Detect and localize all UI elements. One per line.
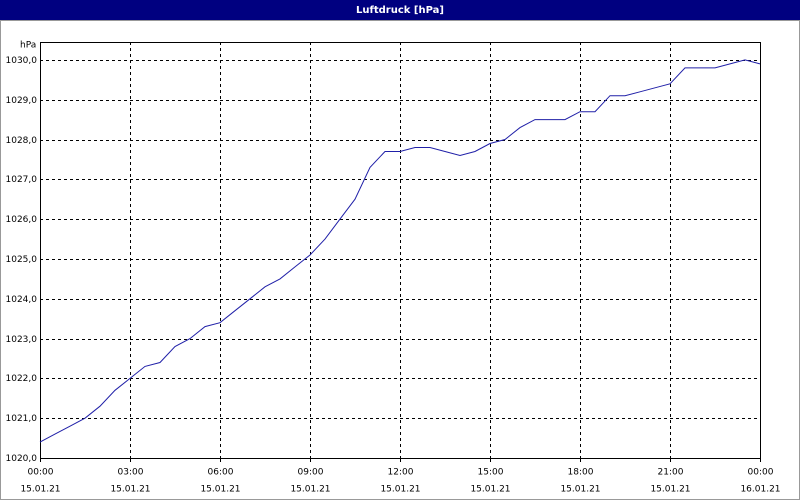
- y-axis-label: hPa: [20, 41, 36, 51]
- x-tick-date: 15.01.21: [200, 485, 240, 495]
- y-tick-label: 1021,0: [6, 414, 38, 424]
- y-tick-label: 1028,0: [6, 136, 38, 146]
- title-bar: [0, 0, 800, 20]
- y-tick-label: 1027,0: [6, 175, 38, 185]
- y-tick-label: 1023,0: [6, 335, 38, 345]
- x-tick-label: 18:00: [568, 468, 594, 478]
- x-tick-date: 15.01.21: [20, 485, 60, 495]
- y-tick-label: 1030,0: [6, 56, 38, 66]
- data-line: [39, 59, 761, 443]
- x-tick-date: 15.01.21: [290, 485, 330, 495]
- x-tick-date: 15.01.21: [650, 485, 690, 495]
- y-tick-label: 1026,0: [6, 215, 38, 225]
- y-tick-label: 1029,0: [6, 96, 38, 106]
- x-tick-label: 00:00: [748, 468, 774, 478]
- x-tick-label: 09:00: [298, 468, 324, 478]
- x-tick-date: 15.01.21: [380, 485, 420, 495]
- x-tick-date: 15.01.21: [110, 485, 150, 495]
- x-tick-label: 00:00: [28, 468, 54, 478]
- y-tick-label: 1024,0: [6, 295, 38, 305]
- x-tick-label: 15:00: [478, 468, 504, 478]
- plot-frame: [40, 42, 761, 459]
- y-tick-label: 1020,0: [6, 454, 38, 464]
- chart-title: Luftdruck [hPa]: [356, 5, 444, 16]
- x-tick-label: 12:00: [388, 468, 414, 478]
- x-tick-date: 15.01.21: [470, 485, 510, 495]
- x-tick-date: 15.01.21: [560, 485, 600, 495]
- x-tick-date: 16.01.21: [740, 485, 780, 495]
- x-tick-label: 03:00: [118, 468, 144, 478]
- y-tick-label: 1025,0: [6, 255, 38, 265]
- x-tick-label: 21:00: [658, 468, 684, 478]
- y-tick-label: 1022,0: [6, 374, 38, 384]
- x-tick-label: 06:00: [208, 468, 234, 478]
